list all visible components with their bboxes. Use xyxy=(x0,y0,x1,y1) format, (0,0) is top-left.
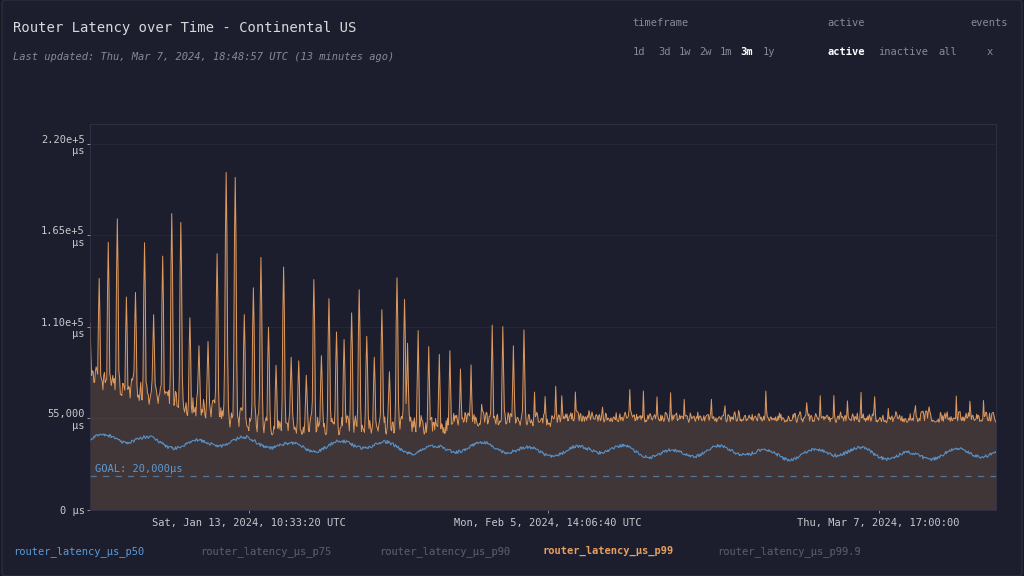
Text: Last updated: Thu, Mar 7, 2024, 18:48:57 UTC (13 minutes ago): Last updated: Thu, Mar 7, 2024, 18:48:57… xyxy=(13,52,394,62)
Text: timeframe: timeframe xyxy=(633,18,689,28)
Text: 1m: 1m xyxy=(720,47,732,56)
Text: router_latency_μs_p90: router_latency_μs_p90 xyxy=(379,546,510,557)
Text: router_latency_μs_p50: router_latency_μs_p50 xyxy=(13,546,144,557)
Text: 1y: 1y xyxy=(763,47,775,56)
Text: x: x xyxy=(986,47,992,56)
Text: 1d: 1d xyxy=(633,47,645,56)
Text: router_latency_μs_p99.9: router_latency_μs_p99.9 xyxy=(717,546,860,557)
Text: router_latency_μs_p75: router_latency_μs_p75 xyxy=(200,546,331,557)
Text: GOAL: 20,000μs: GOAL: 20,000μs xyxy=(94,464,182,474)
Text: inactive: inactive xyxy=(879,47,929,56)
Text: router_latency_μs_p99.9: router_latency_μs_p99.9 xyxy=(717,546,860,557)
Text: active: active xyxy=(827,47,865,56)
Text: active: active xyxy=(827,18,865,28)
Text: 3d: 3d xyxy=(658,47,671,56)
Text: all: all xyxy=(938,47,956,56)
Text: 1w: 1w xyxy=(679,47,691,56)
Text: router_latency_μs_p99: router_latency_μs_p99 xyxy=(543,546,674,556)
Text: 3m: 3m xyxy=(740,47,753,56)
Text: 2w: 2w xyxy=(699,47,712,56)
Text: router_latency_μs_p75: router_latency_μs_p75 xyxy=(200,546,331,557)
Text: router_latency_μs_p90: router_latency_μs_p90 xyxy=(379,546,510,557)
Text: events: events xyxy=(971,18,1009,28)
Text: Router Latency over Time - Continental US: Router Latency over Time - Continental U… xyxy=(13,21,356,35)
